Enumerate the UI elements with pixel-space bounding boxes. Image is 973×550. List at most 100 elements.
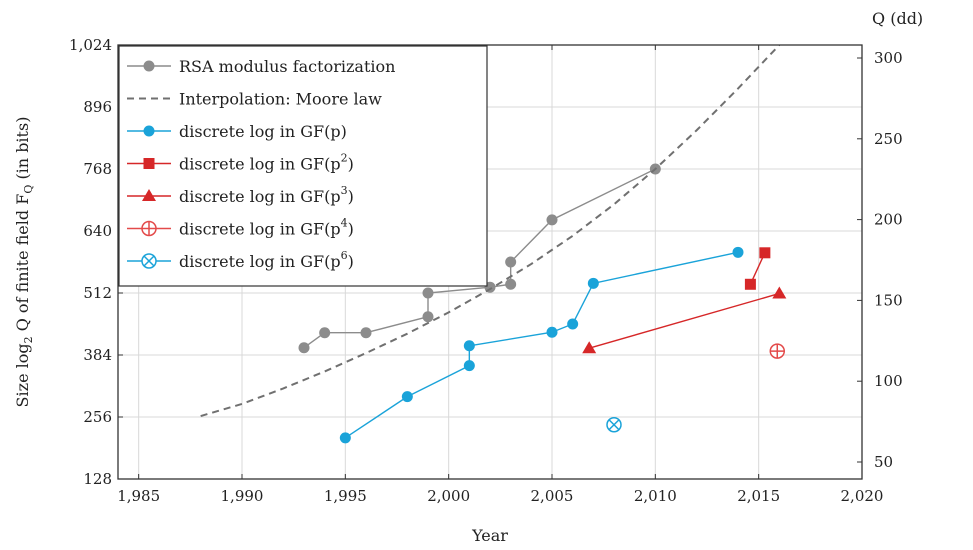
series-5 — [769, 343, 786, 359]
y2-tick-label: 100 — [874, 372, 903, 390]
y-tick-label: 512 — [83, 284, 112, 302]
point-2-2 — [463, 360, 475, 372]
legend-marker-0 — [143, 60, 155, 72]
x-tick-label: 2,005 — [531, 487, 574, 505]
series-line-1 — [200, 45, 781, 417]
point-6-0 — [606, 417, 622, 433]
legend-base: Interpolation: Moore law — [179, 90, 382, 109]
point-4-0-shape — [582, 341, 597, 354]
point-0-3-shape — [422, 311, 434, 323]
point-2-6-shape — [587, 277, 599, 289]
point-5-0 — [769, 343, 786, 359]
point-0-8 — [546, 214, 558, 226]
y-tick-label: 640 — [83, 222, 112, 240]
plot-frame — [117, 44, 863, 480]
y-title-sub: 2 — [22, 336, 35, 343]
point-2-5-shape — [567, 318, 579, 330]
legend-label-4: discrete log in GF(p3) — [179, 184, 354, 206]
point-0-0 — [298, 342, 310, 354]
series-6 — [606, 417, 622, 433]
y-tick-label: 128 — [83, 470, 112, 488]
point-2-0 — [339, 432, 351, 444]
legend-base: discrete log in GF(p — [179, 187, 341, 206]
point-0-6-shape — [505, 278, 517, 290]
point-0-7 — [505, 256, 517, 268]
y2-tick-label: 150 — [874, 291, 903, 309]
series-line-2 — [344, 251, 739, 439]
series-line-4 — [589, 292, 780, 349]
legend-sup: 4 — [341, 217, 348, 230]
legend-label-5: discrete log in GF(p4) — [179, 217, 354, 239]
legend-sup: 6 — [341, 249, 348, 262]
legend-sup: 2 — [341, 152, 348, 165]
point-0-1-shape — [319, 327, 331, 339]
legend-marker-3 — [143, 158, 155, 169]
legend-marker-4 — [142, 189, 156, 201]
y2-tick-label: 250 — [874, 130, 903, 148]
legend-marker-2 — [143, 125, 155, 137]
legend-row-0: RSA modulus factorization — [127, 57, 395, 76]
x-tick-label: 2,020 — [841, 487, 884, 505]
y-title-part: (in bits) — [13, 117, 32, 185]
series-layer — [200, 45, 787, 444]
axes: 1,985 1,990 1,995 2,000 2,005 2,010 2,015 2,020… — [13, 9, 923, 545]
point-2-3 — [463, 340, 475, 352]
y2-tick-label: 300 — [874, 49, 903, 67]
y-tick-label: 896 — [83, 98, 112, 116]
y-tick-label: 384 — [83, 346, 112, 364]
point-3-0-shape — [744, 278, 756, 290]
point-2-4-shape — [546, 326, 558, 338]
legend-row-5: discrete log in GF(p4) — [127, 217, 354, 239]
point-2-4 — [546, 326, 558, 338]
legend-label-2: discrete log in GF(p) — [179, 122, 347, 141]
point-3-1 — [759, 247, 771, 259]
legend-base: discrete log in GF(p) — [179, 122, 347, 141]
x-tick-label: 2,010 — [634, 487, 677, 505]
y2-tick-label: 50 — [874, 453, 893, 471]
point-0-2-shape — [360, 327, 372, 339]
series-line-0 — [303, 168, 656, 349]
series-1 — [200, 45, 781, 417]
point-2-3-shape — [463, 340, 475, 352]
series-2 — [339, 246, 744, 444]
point-0-1 — [319, 327, 331, 339]
legend-tail: ) — [348, 187, 354, 206]
legend-label-6: discrete log in GF(p6) — [179, 249, 354, 271]
point-2-2-shape — [463, 360, 475, 372]
point-0-2 — [360, 327, 372, 339]
series-0 — [298, 163, 661, 354]
point-0-6 — [505, 278, 517, 290]
legend-base: RSA modulus factorization — [179, 57, 395, 76]
point-2-7 — [732, 246, 744, 258]
y-title-part: Size log — [13, 343, 32, 407]
legend-marker-3-shape — [143, 158, 155, 169]
legend-row-2: discrete log in GF(p) — [127, 122, 347, 141]
x-tick-label: 1,995 — [324, 487, 367, 505]
point-0-4 — [422, 287, 434, 299]
y-tick-label: 768 — [83, 160, 112, 178]
point-2-7-shape — [732, 246, 744, 258]
x-tick-label: 2,015 — [737, 487, 780, 505]
point-4-0 — [582, 341, 597, 354]
y-tick-label: 1,024 — [69, 36, 112, 54]
point-0-0-shape — [298, 342, 310, 354]
point-4-1 — [772, 286, 787, 299]
series-3 — [744, 247, 771, 290]
point-2-0-shape — [339, 432, 351, 444]
legend-box — [118, 45, 488, 287]
point-0-7-shape — [505, 256, 517, 268]
x-tick-label: 1,990 — [221, 487, 264, 505]
legend-marker-6 — [141, 253, 157, 269]
legend-label-1: Interpolation: Moore law — [179, 90, 382, 109]
point-2-5 — [567, 318, 579, 330]
point-2-1 — [401, 391, 413, 403]
point-6-0-d2 — [608, 419, 620, 431]
legend-base: discrete log in GF(p — [179, 155, 341, 174]
legend-marker-0-shape — [143, 60, 155, 72]
y-title-sub: Q — [22, 185, 35, 194]
x-axis-title: Year — [471, 526, 508, 545]
legend-row-3: discrete log in GF(p2) — [127, 152, 354, 174]
x-tick-label: 1,985 — [117, 487, 160, 505]
legend-row-4: discrete log in GF(p3) — [127, 184, 354, 206]
